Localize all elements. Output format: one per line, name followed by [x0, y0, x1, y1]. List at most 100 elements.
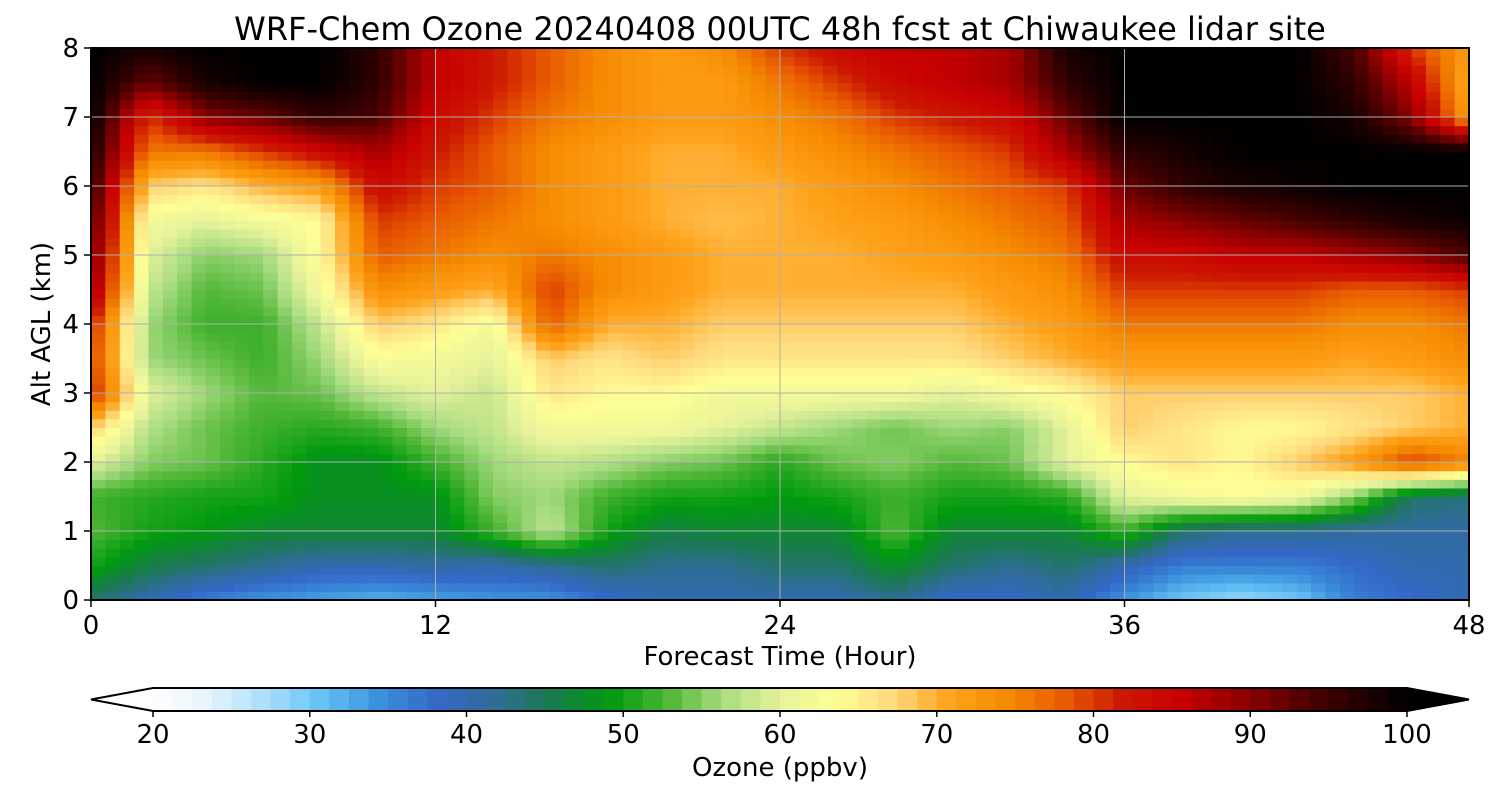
ozone-cell — [1224, 591, 1240, 600]
ozone-cell — [248, 582, 264, 592]
ozone-cell — [866, 574, 882, 584]
ozone-cell — [349, 255, 365, 265]
ozone-cell — [794, 358, 810, 368]
ozone-cell — [392, 246, 408, 256]
ozone-cell — [1095, 151, 1111, 161]
ozone-cell — [665, 341, 681, 351]
ozone-cell — [1024, 427, 1039, 437]
ozone-cell — [91, 565, 106, 575]
ozone-cell — [435, 418, 451, 429]
ozone-cell — [234, 470, 250, 480]
ozone-cell — [937, 384, 953, 394]
ozone-cell — [119, 574, 135, 584]
ozone-cell — [636, 203, 652, 213]
ozone-cell — [894, 513, 910, 523]
ozone-cell — [478, 556, 494, 567]
ozone-cell — [1181, 574, 1197, 584]
ozone-cell — [248, 229, 264, 239]
ozone-cell — [1425, 418, 1441, 429]
ozone-cell — [1167, 375, 1183, 385]
ozone-cell — [1296, 418, 1312, 429]
ozone-cell — [880, 332, 896, 342]
ozone-cell — [320, 436, 336, 446]
ozone-cell — [406, 194, 422, 204]
ozone-cell — [1196, 160, 1212, 170]
ozone-cell — [148, 513, 164, 523]
ozone-cell — [751, 367, 767, 377]
ozone-cell — [220, 332, 236, 342]
ozone-cell — [1282, 393, 1298, 403]
ozone-cell — [1095, 255, 1111, 265]
ozone-cell — [205, 384, 221, 394]
ozone-cell — [335, 453, 350, 463]
ozone-cell — [335, 384, 350, 394]
ozone-cell — [105, 211, 121, 222]
ozone-cell — [708, 487, 724, 498]
ozone-cell — [1124, 496, 1140, 506]
ozone-cell — [191, 444, 207, 454]
ozone-cell — [823, 168, 839, 178]
ozone-cell — [1167, 453, 1183, 463]
ozone-cell — [1153, 548, 1169, 558]
ozone-cell — [205, 298, 221, 308]
ozone-cell — [234, 574, 250, 584]
ozone-cell — [780, 367, 795, 377]
ozone-cell — [665, 151, 681, 161]
ozone-cell — [177, 358, 193, 368]
ozone-cell — [636, 444, 652, 454]
ozone-cell — [1210, 418, 1226, 429]
ozone-cell — [91, 168, 106, 178]
ozone-cell — [823, 160, 839, 170]
ozone-cell — [579, 513, 594, 523]
ozone-cell — [1339, 375, 1355, 385]
ozone-cell — [191, 384, 207, 394]
ozone-cell — [464, 591, 480, 600]
ozone-cell — [234, 384, 250, 394]
ozone-cell — [1368, 479, 1384, 489]
ozone-cell — [579, 160, 594, 170]
ozone-cell — [995, 375, 1011, 385]
ozone-cell — [1296, 513, 1312, 523]
ozone-cell — [550, 229, 566, 239]
ozone-cell — [1282, 306, 1298, 316]
ozone-cell — [966, 531, 982, 541]
ozone-cell — [1282, 513, 1298, 523]
ozone-cell — [1339, 298, 1355, 308]
ozone-cell — [220, 591, 236, 600]
ozone-cell — [894, 367, 910, 377]
ozone-cell — [349, 384, 365, 394]
ozone-cell — [1268, 444, 1283, 454]
ozone-cell — [751, 341, 767, 351]
ozone-cell — [923, 548, 939, 558]
ozone-cell — [1181, 487, 1197, 498]
ozone-cell — [1425, 556, 1441, 567]
ozone-cell — [464, 280, 480, 291]
ozone-cell — [134, 168, 150, 178]
ozone-cell — [1239, 375, 1255, 385]
ozone-cell — [349, 436, 365, 446]
ozone-cell — [1167, 410, 1183, 420]
ozone-cell — [421, 444, 437, 454]
ozone-cell — [1311, 565, 1327, 575]
ozone-cell — [421, 341, 437, 351]
ozone-cell — [478, 332, 494, 342]
ozone-cell — [909, 341, 925, 351]
ozone-cell — [794, 237, 810, 247]
ozone-cell — [464, 462, 480, 472]
ozone-cell — [320, 427, 336, 437]
ozone-cell — [1382, 263, 1398, 273]
ozone-cell — [392, 384, 408, 394]
ozone-cell — [550, 556, 566, 567]
ozone-cell — [335, 194, 350, 204]
ozone-cell — [435, 444, 451, 454]
ozone-cell — [105, 151, 121, 161]
ozone-cell — [937, 324, 953, 334]
ozone-cell — [1296, 220, 1312, 230]
ozone-cell — [937, 531, 953, 541]
ozone-cell — [248, 194, 264, 204]
ozone-cell — [693, 263, 709, 273]
ozone-cell — [406, 384, 422, 394]
ozone-cell — [1138, 220, 1154, 230]
ozone-cell — [780, 574, 795, 584]
ozone-cell — [866, 177, 882, 187]
